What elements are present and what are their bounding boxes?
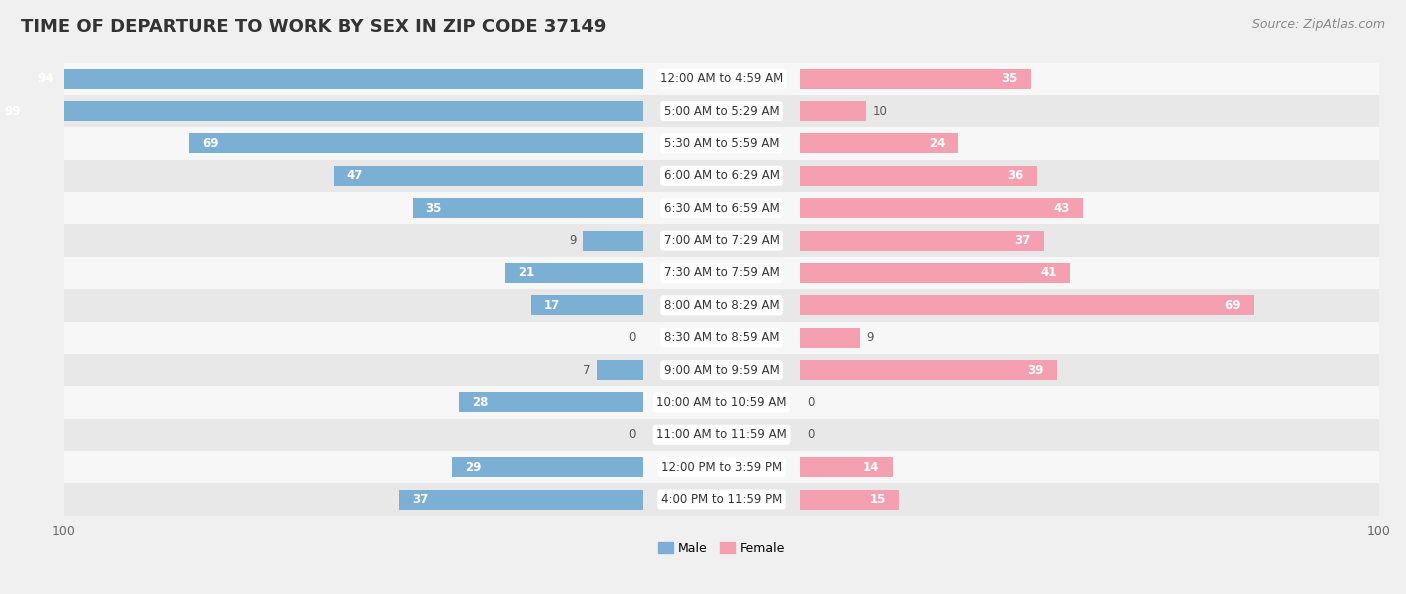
Bar (65, 289, 1379, 321)
Text: 0: 0 (807, 428, 814, 441)
Text: 41: 41 (1040, 267, 1057, 279)
Bar (65, 192, 1379, 225)
Bar (800, 457, 893, 477)
Bar (412, 198, 643, 218)
Text: 12:00 PM to 3:59 PM: 12:00 PM to 3:59 PM (661, 461, 782, 473)
Bar (0, 101, 643, 121)
Text: 10: 10 (873, 105, 887, 118)
Text: 4:00 PM to 11:59 PM: 4:00 PM to 11:59 PM (661, 493, 782, 506)
Text: 7:30 AM to 7:59 AM: 7:30 AM to 7:59 AM (664, 267, 779, 279)
Bar (65, 62, 1379, 95)
Bar (583, 230, 643, 251)
Legend: Male, Female: Male, Female (658, 542, 786, 555)
Bar (800, 230, 1043, 251)
Text: 69: 69 (1225, 299, 1241, 312)
Bar (800, 69, 1031, 89)
Bar (65, 321, 1379, 354)
Text: 21: 21 (517, 267, 534, 279)
Text: 11:00 AM to 11:59 AM: 11:00 AM to 11:59 AM (657, 428, 787, 441)
Text: 5:30 AM to 5:59 AM: 5:30 AM to 5:59 AM (664, 137, 779, 150)
Text: 9:00 AM to 9:59 AM: 9:00 AM to 9:59 AM (664, 364, 779, 377)
Text: 6:30 AM to 6:59 AM: 6:30 AM to 6:59 AM (664, 202, 779, 214)
Text: 7: 7 (582, 364, 591, 377)
Bar (65, 484, 1379, 516)
Text: 0: 0 (628, 331, 636, 344)
Text: 36: 36 (1008, 169, 1024, 182)
Text: 6:00 AM to 6:29 AM: 6:00 AM to 6:29 AM (664, 169, 779, 182)
Text: 35: 35 (426, 202, 441, 214)
Bar (800, 134, 959, 153)
Text: 8:30 AM to 8:59 AM: 8:30 AM to 8:59 AM (664, 331, 779, 344)
Text: TIME OF DEPARTURE TO WORK BY SEX IN ZIP CODE 37149: TIME OF DEPARTURE TO WORK BY SEX IN ZIP … (21, 18, 606, 36)
Text: 7:00 AM to 7:29 AM: 7:00 AM to 7:29 AM (664, 234, 779, 247)
Text: 9: 9 (569, 234, 576, 247)
Bar (65, 257, 1379, 289)
Bar (399, 489, 643, 510)
Text: 14: 14 (863, 461, 879, 473)
Bar (65, 354, 1379, 386)
Bar (800, 360, 1057, 380)
Text: 10:00 AM to 10:59 AM: 10:00 AM to 10:59 AM (657, 396, 787, 409)
Bar (333, 166, 643, 186)
Bar (800, 166, 1038, 186)
Text: 24: 24 (929, 137, 945, 150)
Bar (596, 360, 643, 380)
Bar (800, 263, 1070, 283)
Text: 29: 29 (465, 461, 481, 473)
Text: 5:00 AM to 5:29 AM: 5:00 AM to 5:29 AM (664, 105, 779, 118)
Text: 0: 0 (628, 428, 636, 441)
Bar (505, 263, 643, 283)
Bar (65, 419, 1379, 451)
Text: 94: 94 (38, 72, 55, 85)
Bar (451, 457, 643, 477)
Text: 35: 35 (1001, 72, 1018, 85)
Text: 9: 9 (866, 331, 873, 344)
Bar (65, 451, 1379, 484)
Text: 43: 43 (1053, 202, 1070, 214)
Text: 0: 0 (807, 396, 814, 409)
Text: Source: ZipAtlas.com: Source: ZipAtlas.com (1251, 18, 1385, 31)
Bar (24, 69, 643, 89)
Text: 12:00 AM to 4:59 AM: 12:00 AM to 4:59 AM (659, 72, 783, 85)
Bar (458, 393, 643, 412)
Bar (531, 295, 643, 315)
Bar (65, 386, 1379, 419)
Text: 69: 69 (202, 137, 218, 150)
Bar (800, 328, 859, 347)
Bar (65, 225, 1379, 257)
Bar (65, 127, 1379, 160)
Text: 39: 39 (1028, 364, 1043, 377)
Text: 37: 37 (1014, 234, 1031, 247)
Bar (188, 134, 643, 153)
Bar (65, 160, 1379, 192)
Text: 15: 15 (869, 493, 886, 506)
Bar (800, 295, 1254, 315)
Text: 37: 37 (412, 493, 429, 506)
Text: 99: 99 (4, 105, 21, 118)
Bar (800, 101, 866, 121)
Text: 17: 17 (544, 299, 560, 312)
Bar (800, 198, 1083, 218)
Bar (65, 95, 1379, 127)
Text: 47: 47 (347, 169, 363, 182)
Text: 8:00 AM to 8:29 AM: 8:00 AM to 8:29 AM (664, 299, 779, 312)
Text: 28: 28 (471, 396, 488, 409)
Bar (800, 489, 898, 510)
